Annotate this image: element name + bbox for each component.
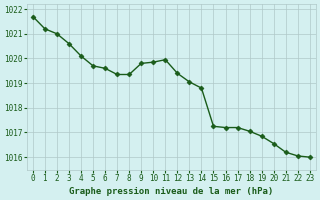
X-axis label: Graphe pression niveau de la mer (hPa): Graphe pression niveau de la mer (hPa) [69, 187, 274, 196]
